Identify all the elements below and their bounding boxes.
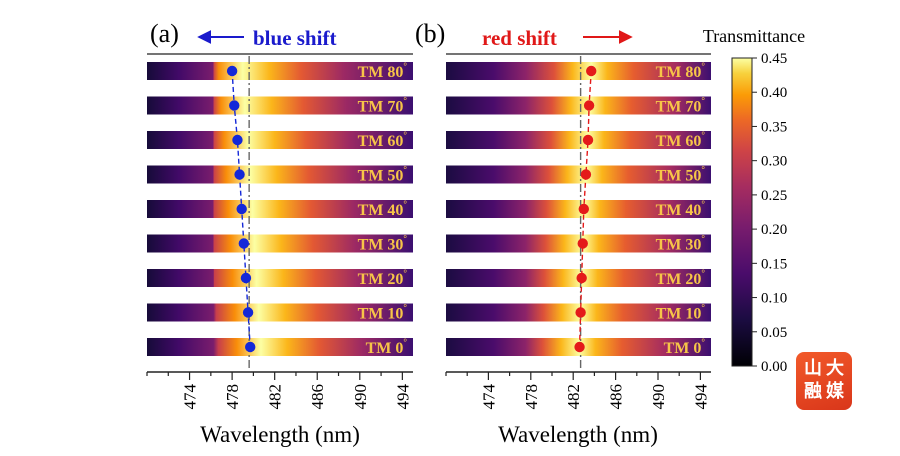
- heatmap-row-a-7: [147, 303, 413, 322]
- row-label-b-6: TM 20°: [656, 268, 706, 288]
- heatmap-row-a-8: [147, 338, 413, 356]
- x-tick-label-b: 486: [607, 384, 626, 410]
- peak-marker-b-0: [586, 65, 597, 77]
- panel-a-xlabel: Wavelength (nm): [200, 422, 360, 447]
- colorbar-ticks: 0.45 0.40 0.35 0.30 0.25 0.20 0.15 0.10 0.05 0.00: [752, 51, 787, 375]
- row-label-a-5: TM 30°: [358, 234, 408, 254]
- colorbar-tick-label: 0.40: [761, 85, 787, 101]
- colorbar-title: Transmittance: [703, 26, 805, 46]
- x-tick-label-b: 482: [564, 384, 583, 410]
- heatmap-row-b-4: [446, 200, 711, 218]
- panel-a-shift-label: blue shift: [253, 26, 336, 50]
- colorbar-tick-label: 0.20: [761, 222, 787, 238]
- peak-marker-b-3: [580, 169, 592, 180]
- panel-b-rows: TM 80° TM 70° TM 60° TM 50° TM 40° TM 30° TM 2…: [446, 56, 711, 370]
- logo-badge: 山 大 融 媒: [796, 352, 852, 410]
- heatmap-row-a-0: [147, 62, 413, 80]
- panel-a-rows: TM 80° TM 70° TM 60° TM 50° TM 40° TM 30° TM 2…: [147, 56, 413, 370]
- peak-marker-a-4: [236, 203, 247, 215]
- x-tick-label-b: 490: [649, 384, 668, 410]
- heatmap-row-b-2: [446, 131, 711, 149]
- peak-marker-a-5: [238, 238, 250, 249]
- panel-b: (b) red shift TM 80°TM 70°TM 60°TM 50°TM…: [415, 19, 711, 447]
- colorbar-tick-label: 0.10: [761, 291, 787, 307]
- heatmap-row-b-3: [446, 165, 711, 184]
- colorbar-gradient: [731, 57, 753, 367]
- x-tick-label-b: 494: [691, 384, 710, 410]
- x-tick-label-a: 494: [393, 384, 412, 410]
- x-tick-label-b: 478: [522, 384, 541, 410]
- panel-b-label: (b): [415, 19, 445, 48]
- row-label-a-7: TM 10°: [358, 303, 408, 323]
- colorbar: Transmittance 0.450.400.350.300.250.200.…: [703, 26, 805, 375]
- panel-a: (a) blue shift TM 80°TM 70°TM 60°TM 50°T…: [146, 19, 413, 447]
- x-tick-label-b: 474: [479, 384, 498, 410]
- colorbar-tick-label: 0.35: [761, 119, 787, 135]
- row-label-b-7: TM 10°: [656, 303, 706, 323]
- colorbar-tick-label: 0.05: [761, 325, 787, 341]
- panel-b-ticks: 474 478 482 486 490 494: [445, 372, 710, 410]
- peak-marker-a-8: [245, 341, 256, 353]
- heatmap-row-a-1: [147, 96, 413, 115]
- row-label-a-3: TM 50°: [358, 165, 408, 185]
- peak-marker-a-2: [232, 134, 243, 146]
- peak-marker-b-8: [574, 341, 585, 353]
- row-label-b-4: TM 40°: [656, 199, 706, 219]
- colorbar-tick-label: 0.15: [761, 256, 787, 272]
- row-label-b-8: TM 0°: [664, 337, 706, 357]
- row-label-b-3: TM 50°: [656, 165, 706, 185]
- heatmap-row-a-4: [147, 200, 413, 218]
- row-label-a-0: TM 80°: [358, 61, 408, 81]
- row-label-a-6: TM 20°: [358, 268, 408, 288]
- peak-marker-b-6: [576, 272, 587, 284]
- peak-marker-a-1: [229, 100, 240, 111]
- peak-marker-b-1: [583, 100, 595, 111]
- x-tick-label-a: 474: [181, 384, 200, 410]
- row-label-a-1: TM 70°: [358, 96, 408, 116]
- peak-marker-a-6: [240, 272, 252, 284]
- colorbar-tick-label: 0.25: [761, 188, 787, 204]
- row-label-a-2: TM 60°: [358, 130, 408, 150]
- panel-a-ticks: 474 478 482 486 490 494: [146, 372, 412, 410]
- x-tick-label-a: 482: [266, 384, 285, 410]
- peak-marker-a-7: [242, 307, 254, 318]
- peak-marker-a-3: [234, 169, 245, 180]
- row-label-b-0: TM 80°: [656, 61, 706, 81]
- row-label-b-2: TM 60°: [656, 130, 706, 150]
- row-label-b-5: TM 30°: [656, 234, 706, 254]
- heatmap-row-a-5: [147, 234, 413, 253]
- heatmap-row-a-3: [147, 165, 413, 184]
- colorbar-tick-label: 0.30: [761, 154, 787, 170]
- x-tick-label-a: 478: [223, 384, 242, 410]
- heatmap-row-a-6: [147, 269, 413, 287]
- row-label-a-4: TM 40°: [358, 199, 408, 219]
- peak-marker-a-0: [226, 65, 238, 77]
- peak-marker-b-7: [575, 307, 586, 318]
- x-tick-label-a: 486: [308, 384, 327, 410]
- row-label-a-8: TM 0°: [366, 337, 408, 357]
- colorbar-tick-label: 0.00: [761, 359, 787, 375]
- panel-a-label: (a): [150, 19, 179, 48]
- peak-marker-b-2: [582, 134, 594, 146]
- panel-b-xlabel: Wavelength (nm): [498, 422, 658, 447]
- peak-marker-b-5: [577, 238, 588, 249]
- peak-marker-b-4: [578, 203, 589, 215]
- heatmap-row-a-2: [147, 131, 413, 149]
- x-tick-label-a: 490: [351, 384, 370, 410]
- colorbar-tick-label: 0.45: [761, 51, 787, 67]
- heatmap-row-b-0: [446, 62, 711, 80]
- heatmap-row-b-1: [446, 96, 711, 115]
- row-label-b-1: TM 70°: [656, 96, 706, 116]
- panel-b-shift-label: red shift: [482, 26, 557, 50]
